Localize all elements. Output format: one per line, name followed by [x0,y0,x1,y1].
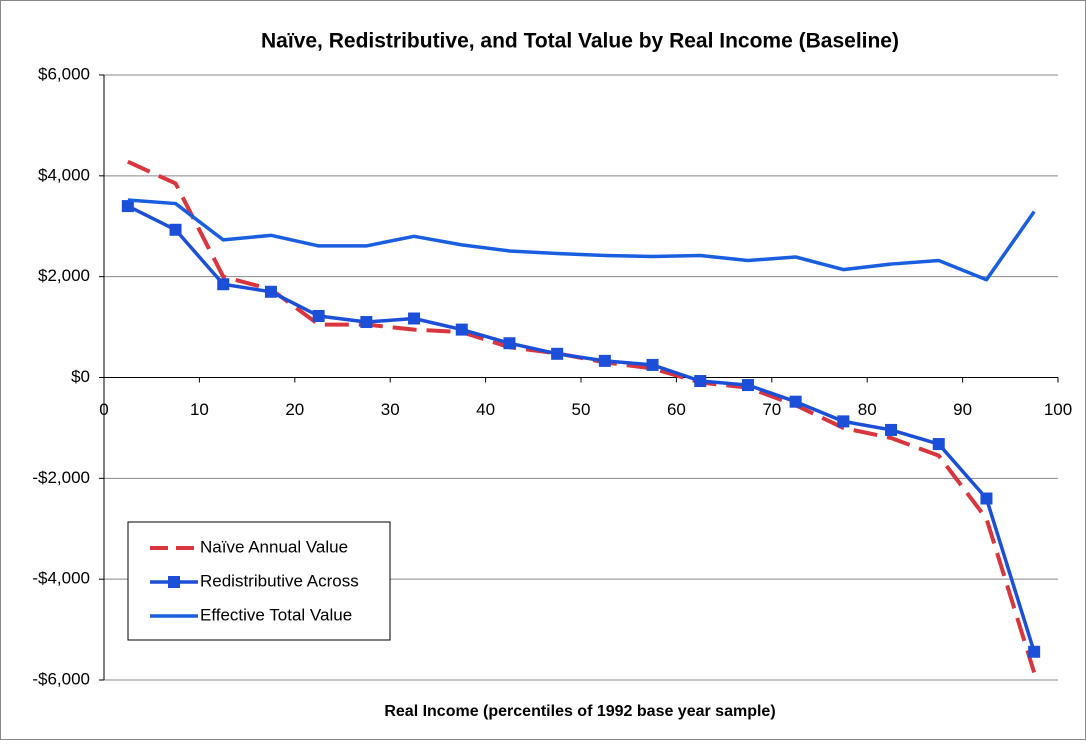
legend-label: Effective Total Value [200,605,352,624]
marker [169,223,182,236]
legend-label: Naïve Annual Value [200,537,348,556]
y-tick-label: -$6,000 [32,669,90,688]
legend-marker [168,576,180,588]
legend-label: Redistributive Across [200,571,359,590]
marker [455,323,468,336]
y-tick-label: $4,000 [38,165,90,184]
x-tick-label: 20 [285,400,304,419]
marker [551,347,564,360]
x-tick-label: 10 [190,400,209,419]
series-line [127,204,1036,653]
y-tick-label: -$4,000 [32,569,90,588]
x-axis-label: Real Income (percentiles of 1992 base ye… [384,703,775,720]
marker [503,337,516,350]
marker [980,492,993,505]
x-tick-label: 60 [667,400,686,419]
x-tick-label: 70 [762,400,781,419]
marker [741,379,754,392]
x-tick-label: 40 [476,400,495,419]
marker [360,316,373,329]
x-tick-label: 90 [953,400,972,419]
x-tick-label: 0 [99,400,108,419]
chart-title: Naïve, Redistributive, and Total Value b… [261,30,899,53]
x-tick-label: 30 [381,400,400,419]
x-tick-label: 80 [858,400,877,419]
y-tick-label: $0 [71,367,90,386]
marker [932,438,945,451]
marker [121,200,134,213]
y-tick-label: $2,000 [38,266,90,285]
marker [598,354,611,367]
marker [837,415,850,428]
x-tick-label: 100 [1044,400,1072,419]
series-line [127,198,1036,282]
marker [694,375,707,388]
y-tick-label: -$2,000 [32,468,90,487]
marker [264,285,277,298]
marker [646,358,659,371]
marker [885,423,898,436]
x-tick-label: 50 [572,400,591,419]
marker [1028,645,1041,658]
marker [408,312,421,325]
marker [789,395,802,408]
marker [217,278,230,291]
marker [312,309,325,322]
y-tick-label: $6,000 [38,64,90,83]
